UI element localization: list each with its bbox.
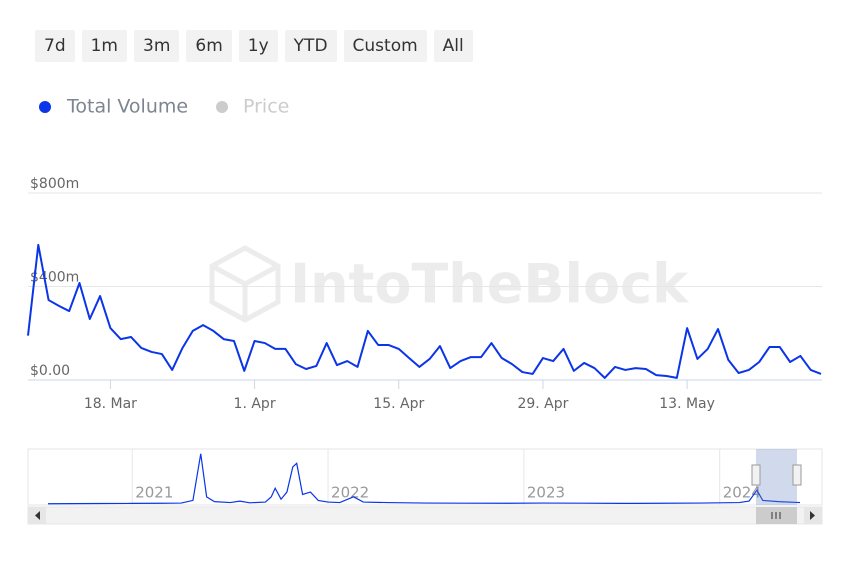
navigator-tick-label: 2022 xyxy=(331,484,369,502)
range-button[interactable]: 7d xyxy=(35,30,75,62)
range-button[interactable]: 1y xyxy=(238,30,278,62)
range-button[interactable]: 1m xyxy=(81,30,127,62)
y-tick-label: $400m xyxy=(30,270,79,286)
watermark-logo xyxy=(209,245,281,323)
y-tick-label: $0.00 xyxy=(30,363,70,379)
navigator-handle[interactable] xyxy=(751,464,761,486)
y-tick-label: $800m xyxy=(30,176,79,192)
x-tick-label: 29. Apr xyxy=(517,396,568,412)
legend-label[interactable]: Price xyxy=(243,96,289,118)
x-tick-label: 13. May xyxy=(659,396,715,412)
navigator-tick-label: 2023 xyxy=(527,484,565,502)
range-button[interactable]: YTD xyxy=(284,30,337,62)
x-tick-label: 18. Mar xyxy=(84,396,137,412)
navigator-frame xyxy=(27,448,823,506)
legend-marker xyxy=(39,101,51,113)
navigator-line xyxy=(47,453,801,505)
scroll-left-arrow xyxy=(35,511,40,520)
navigator-handle[interactable] xyxy=(792,464,802,486)
watermark: IntoTheBlock xyxy=(290,253,689,316)
legend-marker xyxy=(216,101,228,113)
scrollbar-grip xyxy=(771,512,781,519)
x-tick-label: 15. Apr xyxy=(373,396,424,412)
range-button[interactable]: Custom xyxy=(343,30,427,62)
scrollbar-track[interactable] xyxy=(27,506,823,525)
range-button[interactable]: All xyxy=(433,30,473,62)
navigator-tick-label: 2021 xyxy=(135,484,173,502)
range-button[interactable]: 3m xyxy=(134,30,180,62)
x-tick-label: 1. Apr xyxy=(234,396,276,412)
range-button[interactable]: 6m xyxy=(186,30,232,62)
legend-label[interactable]: Total Volume xyxy=(66,96,188,118)
range-selector: 7d 1m 3m 6m 1y YTD Custom All xyxy=(35,30,473,62)
scroll-right-arrow xyxy=(810,511,815,520)
series-line xyxy=(27,243,822,379)
navigator-selection[interactable] xyxy=(756,449,797,505)
